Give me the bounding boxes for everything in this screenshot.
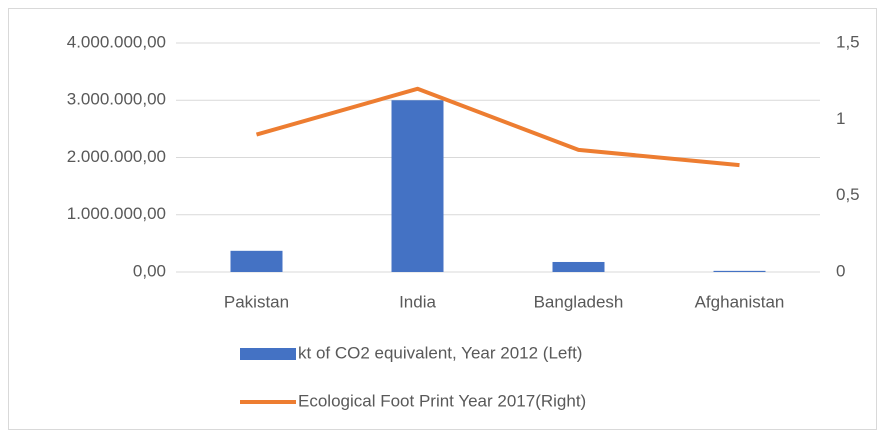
y-tick-label: 3.000.000,00 xyxy=(67,90,166,109)
y-tick-label: 0,00 xyxy=(133,261,166,280)
legend-label: Ecological Foot Print Year 2017(Right) xyxy=(298,391,586,410)
x-tick-label: Bangladesh xyxy=(534,292,624,311)
bar xyxy=(713,270,766,272)
y2-tick-label: 1 xyxy=(836,109,845,128)
y2-tick-label: 1,5 xyxy=(836,32,860,51)
line xyxy=(255,86,740,168)
legend-swatch xyxy=(240,348,296,360)
x-tick-label: India xyxy=(399,292,436,311)
y-tick-label: 4.000.000,00 xyxy=(67,32,166,51)
y-tick-label: 1.000.000,00 xyxy=(67,204,166,223)
bar xyxy=(230,250,283,272)
y2-tick-label: 0,5 xyxy=(836,185,860,204)
legend-label: kt of CO2 equivalent, Year 2012 (Left) xyxy=(298,343,582,362)
y2-tick-label: 0 xyxy=(836,261,845,280)
x-tick-label: Afghanistan xyxy=(695,292,785,311)
x-tick-label: Pakistan xyxy=(224,292,289,311)
bar xyxy=(391,100,444,272)
y-tick-label: 2.000.000,00 xyxy=(67,147,166,166)
bar xyxy=(552,261,605,272)
